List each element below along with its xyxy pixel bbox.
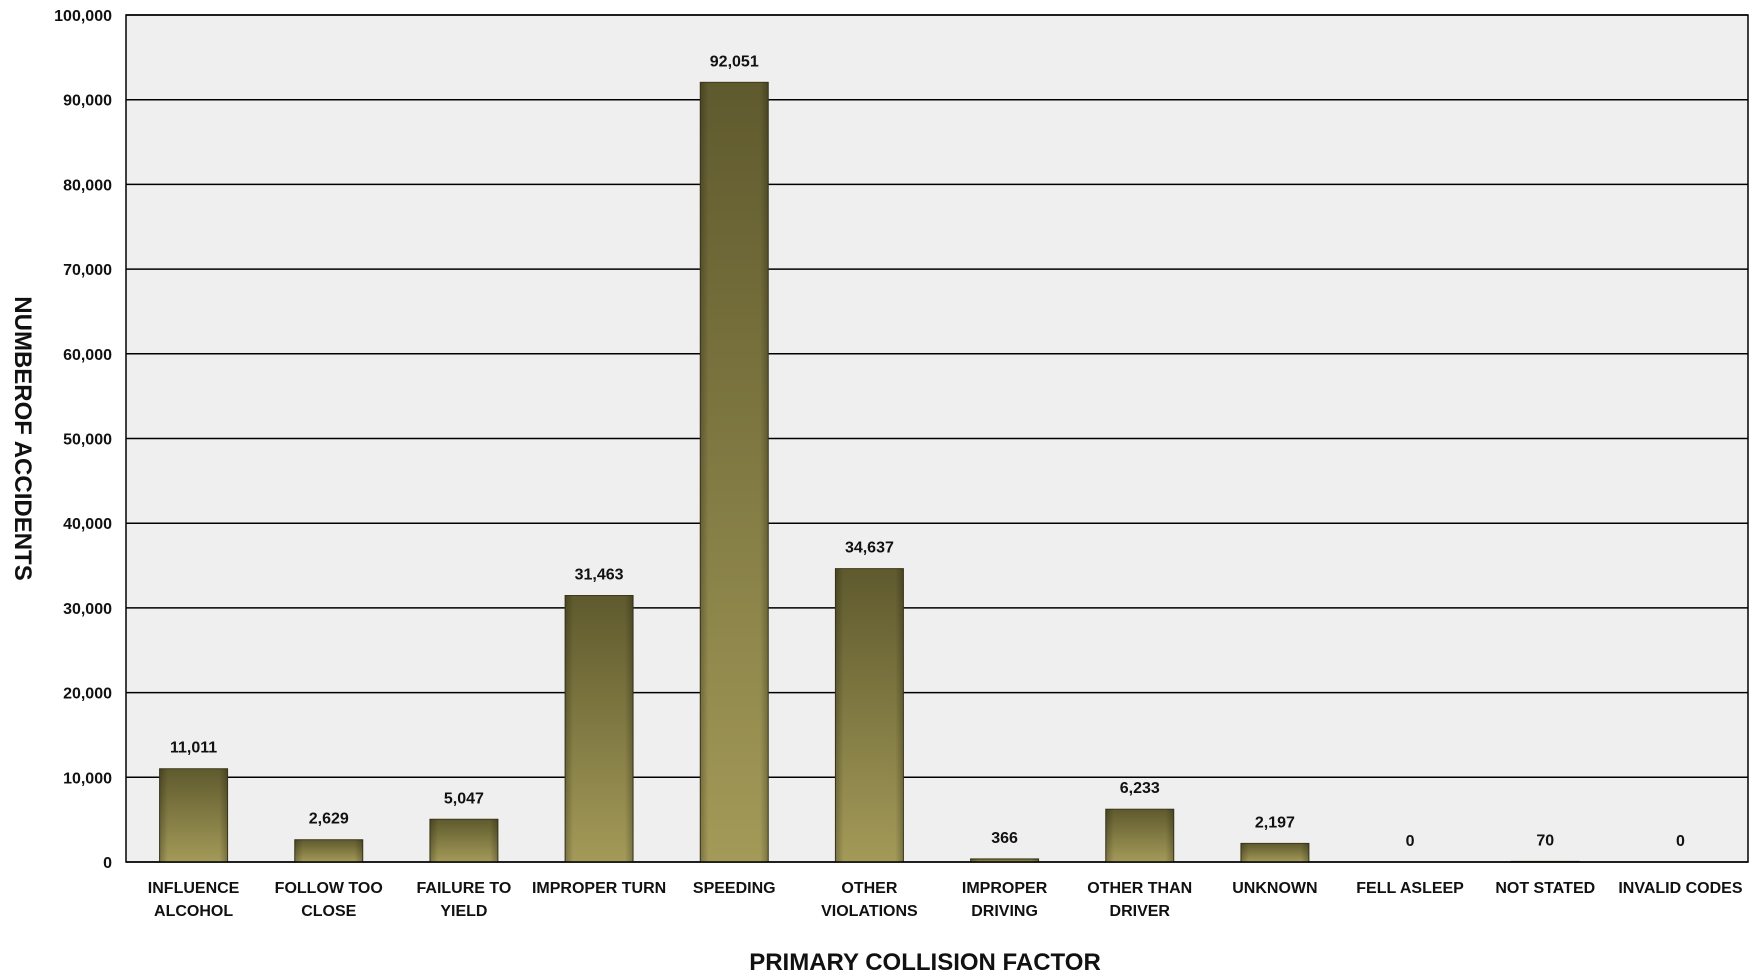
data-label: 34,637 — [845, 540, 894, 557]
bar-shade — [700, 82, 769, 863]
data-label: 92,051 — [710, 53, 759, 70]
x-tick-label-line: DRIVER — [1110, 903, 1171, 920]
x-tick-label-line: UNKNOWN — [1232, 880, 1317, 897]
data-label: 31,463 — [575, 567, 624, 584]
bar-shade — [1105, 809, 1174, 862]
bar — [429, 818, 499, 863]
data-label: 2,197 — [1255, 814, 1295, 831]
bar-shade — [970, 858, 1039, 862]
bar — [699, 81, 769, 863]
x-tick-label-line: OTHER THAN — [1087, 880, 1192, 897]
x-tick-label: FELL ASLEEP — [1356, 880, 1464, 897]
bar — [564, 595, 634, 863]
x-tick-label-line: INFLUENCE — [148, 880, 240, 897]
x-tick-label: NOT STATED — [1495, 880, 1595, 897]
data-label: 366 — [991, 830, 1018, 847]
bar — [1240, 842, 1310, 863]
x-tick-label-line: CLOSE — [301, 903, 356, 920]
y-tick-label: 50,000 — [63, 432, 112, 449]
x-tick-label: OTHER VIOLATIONS — [821, 880, 918, 920]
y-tick-label: 90,000 — [63, 93, 112, 110]
data-label: 2,629 — [309, 811, 349, 828]
x-tick-label: FOLLOW TOO CLOSE — [275, 880, 383, 920]
x-tick-label-line: FELL ASLEEP — [1356, 880, 1464, 897]
data-label: 5,047 — [444, 790, 484, 807]
x-tick-label: IMPROPER DRIVING — [962, 880, 1048, 920]
bars — [159, 81, 1580, 863]
data-label: 0 — [1406, 833, 1415, 850]
data-labels: 11,011 2,629 5,047 31,463 92,051 34,637 366 6,2… — [170, 53, 1685, 850]
y-tick-label: 60,000 — [63, 347, 112, 364]
category-labels: INFLUENCE ALCOHOL FOLLOW TOO CLOSE FAILURE T… — [148, 880, 1743, 920]
x-tick-label-line: DRIVING — [971, 903, 1038, 920]
y-axis-title: NUMBEROF ACCIDENTS — [9, 296, 36, 580]
bar — [159, 768, 229, 863]
bar-shade — [294, 839, 363, 862]
plot-border — [125, 14, 1749, 863]
bar-shade — [1240, 843, 1309, 862]
data-label: 0 — [1676, 833, 1685, 850]
y-tick-label: 100,000 — [54, 8, 112, 25]
bar-shade — [565, 595, 634, 862]
x-axis-title: PRIMARY COLLISION FACTOR — [749, 949, 1101, 976]
x-tick-label-line: FAILURE TO — [417, 880, 512, 897]
bar-shade — [159, 768, 228, 862]
x-tick-label: SPEEDING — [693, 880, 776, 897]
x-tick-label: INFLUENCE ALCOHOL — [148, 880, 240, 920]
data-label: 6,233 — [1120, 780, 1160, 797]
y-tick-label: 40,000 — [63, 516, 112, 533]
x-tick-label-line: IMPROPER — [962, 880, 1048, 897]
y-tick-label: 80,000 — [63, 177, 112, 194]
bar — [834, 568, 904, 863]
bar — [1105, 808, 1175, 863]
x-tick-label-line: INVALID CODES — [1618, 880, 1742, 897]
y-tick-label: 0 — [103, 855, 112, 872]
x-tick-label-line: ALCOHOL — [154, 903, 233, 920]
x-tick-label: IMPROPER TURN — [532, 880, 666, 897]
y-tick-label: 70,000 — [63, 262, 112, 279]
x-tick-label-line: FOLLOW TOO — [275, 880, 383, 897]
x-tick-label-line: VIOLATIONS — [821, 903, 918, 920]
data-label: 70 — [1536, 832, 1554, 849]
x-tick-label-line: IMPROPER TURN — [532, 880, 666, 897]
x-tick-label: INVALID CODES — [1618, 880, 1742, 897]
bar — [294, 839, 364, 863]
y-tick-label: 10,000 — [63, 770, 112, 787]
bar-shade — [835, 568, 904, 862]
x-tick-label: OTHER THAN DRIVER — [1087, 880, 1192, 920]
bar-shade — [429, 819, 498, 862]
y-tick-labels: 0 10,000 20,000 30,000 40,000 50,000 60,000 70,… — [54, 8, 112, 872]
y-tick-label: 30,000 — [63, 601, 112, 618]
x-tick-label-line: OTHER — [841, 880, 897, 897]
x-tick-label-line: SPEEDING — [693, 880, 776, 897]
y-tick-label: 20,000 — [63, 686, 112, 703]
x-tick-label: FAILURE TO YIELD — [417, 880, 512, 920]
x-tick-label: UNKNOWN — [1232, 880, 1317, 897]
data-label: 11,011 — [170, 740, 217, 757]
x-tick-label-line: NOT STATED — [1495, 880, 1595, 897]
x-tick-label-line: YIELD — [440, 903, 487, 920]
